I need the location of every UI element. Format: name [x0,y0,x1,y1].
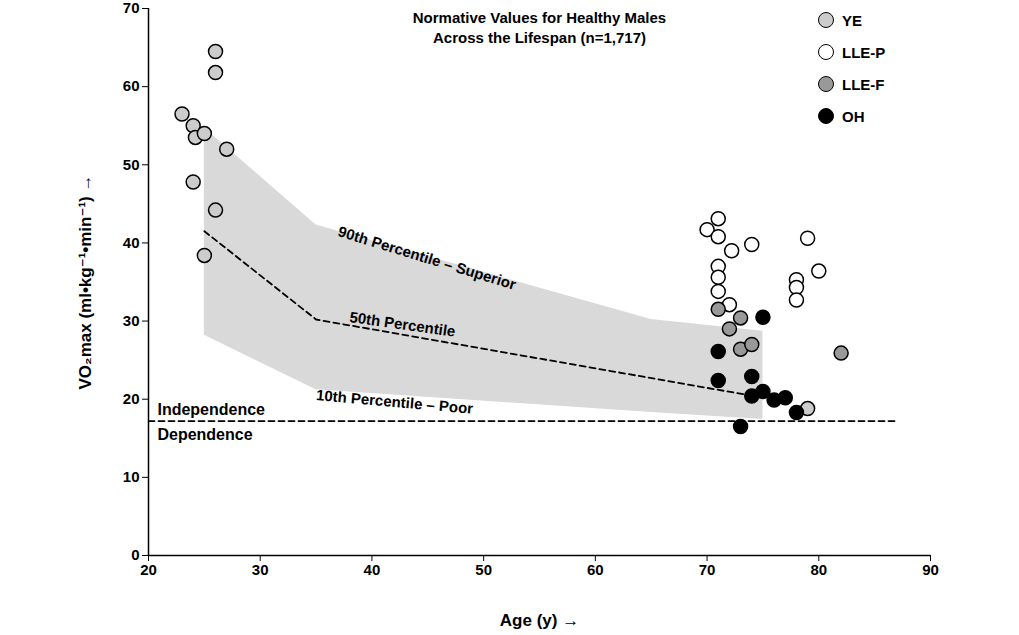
svg-text:10: 10 [123,468,140,485]
html-text:YE: YE [842,11,862,29]
svg-text:Normative Values for Healthy M: Normative Values for Healthy Males [413,9,666,26]
svg-text:70: 70 [123,0,140,16]
svg-text:Across the Lifespan (n=1,717): Across the Lifespan (n=1,717) [433,29,646,46]
svg-text:50th Percentile: 50th Percentile [349,308,457,340]
svg-text:40: 40 [123,234,140,251]
html-text:LLE-P: LLE-P [842,43,886,61]
svg-text:50: 50 [123,156,140,173]
svg-text:80: 80 [810,561,827,578]
svg-text:10th Percentile – Poor: 10th Percentile – Poor [315,386,474,417]
svg-text:50: 50 [475,561,492,578]
svg-text:20: 20 [123,390,140,407]
svg-text:VO₂max (ml•kg⁻¹•min⁻¹) →: VO₂max (ml•kg⁻¹•min⁻¹) → [76,175,95,390]
svg-text:20: 20 [140,561,157,578]
svg-text:Dependence: Dependence [157,426,252,443]
svg-text:60: 60 [123,77,140,94]
svg-text:30: 30 [252,561,269,578]
svg-text:90th Percentile – Superior: 90th Percentile – Superior [336,222,518,292]
svg-text:0: 0 [131,546,139,563]
html-text:OH: OH [842,107,865,125]
svg-text:30: 30 [123,312,140,329]
svg-text:60: 60 [587,561,604,578]
svg-text:90: 90 [922,561,939,578]
svg-text:40: 40 [364,561,381,578]
svg-text:70: 70 [699,561,716,578]
html-text:LLE-F: LLE-F [842,75,885,93]
svg-text:Age (y) →: Age (y) → [500,611,579,630]
svg-text:Independence: Independence [157,401,265,418]
